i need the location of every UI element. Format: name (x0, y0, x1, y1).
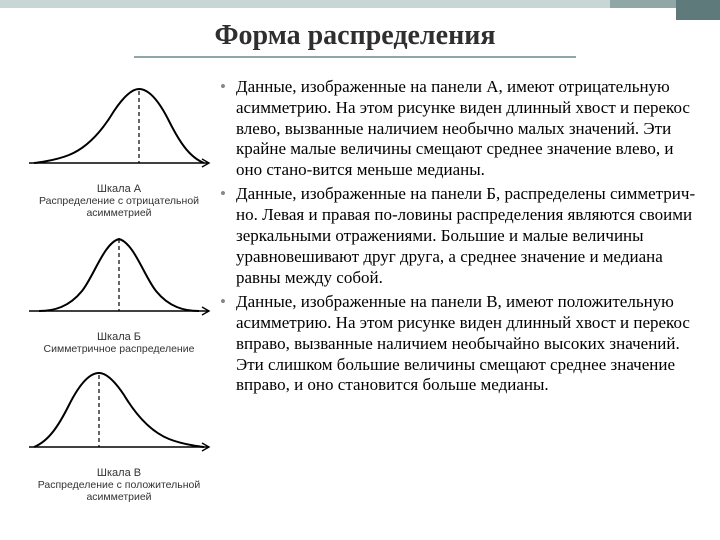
top-right-corner-block (676, 0, 720, 20)
panel-a: Шкала АРаспределение с отрицательной аси… (24, 81, 214, 219)
topbar-seg-1 (610, 0, 680, 8)
page-title: Форма распределения (134, 20, 576, 58)
bullet-item: Данные, изображенные на панели Б, распре… (218, 184, 696, 289)
slide-root: Форма распределения Шкала АРаспределение… (0, 0, 720, 540)
topbar-seg-0 (0, 0, 610, 8)
panel-caption: Симметричное распределение (24, 343, 214, 355)
figure-column: Шкала АРаспределение с отрицательной аси… (24, 81, 214, 503)
panel-c: Шкала ВРаспределение с положительной аси… (24, 365, 214, 503)
panel-scale-label: Шкала Б (24, 331, 214, 343)
panel-caption: Распределение с отрицательной асимметрие… (24, 195, 214, 219)
bullet-ul: Данные, изображенные на панели А, имеют … (218, 77, 696, 397)
panel-caption: Распределение с положительной асимметрие… (24, 479, 214, 503)
bullet-item: Данные, изображенные на панели А, имеют … (218, 77, 696, 182)
panel-b: Шкала БСимметричное распределение (24, 229, 214, 355)
top-accent-bar (0, 0, 720, 8)
bullet-list: Данные, изображенные на панели А, имеют … (218, 77, 696, 503)
panel-scale-label: Шкала В (24, 467, 214, 479)
bullet-item: Данные, изображенные на панели В, имеют … (218, 292, 696, 397)
distribution-curve-icon (24, 365, 214, 465)
content-row: Шкала АРаспределение с отрицательной аси… (24, 77, 696, 503)
distribution-curve-icon (24, 229, 214, 329)
distribution-curve-icon (24, 81, 214, 181)
panel-scale-label: Шкала А (24, 183, 214, 195)
